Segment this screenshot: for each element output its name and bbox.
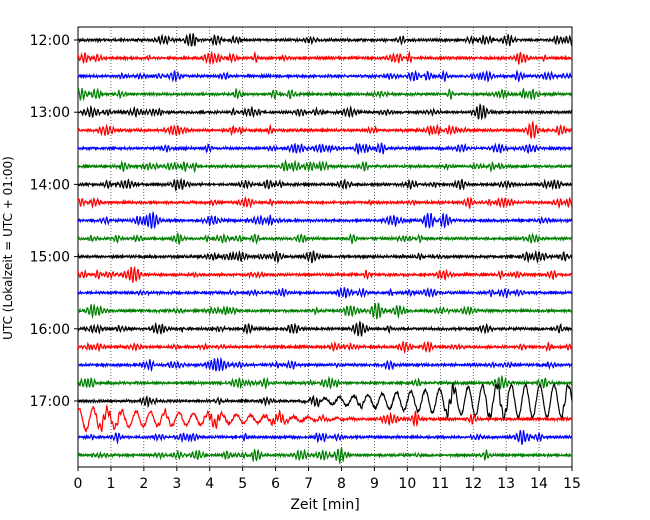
trace-1445	[77, 231, 573, 246]
trace-1515	[77, 265, 573, 283]
trace-1600	[77, 320, 573, 337]
trace-1700	[77, 382, 573, 422]
trace-1545	[77, 302, 573, 320]
trace-1530	[77, 286, 573, 299]
x-tick-label: 11	[431, 476, 449, 492]
plot-area	[77, 26, 573, 468]
x-tick-label: 10	[398, 476, 416, 492]
trace-1500	[77, 249, 573, 265]
x-tick-label: 0	[74, 476, 83, 492]
trace-1730	[77, 430, 573, 445]
trace-1745	[77, 447, 573, 465]
trace-1645	[77, 374, 573, 390]
x-tick-label: 9	[370, 476, 379, 492]
y-tick-label: 12:00	[30, 33, 70, 49]
trace-1230	[77, 69, 573, 83]
x-tick-label: 14	[530, 476, 548, 492]
x-tick-label: 13	[497, 476, 515, 492]
trace-1315	[77, 120, 573, 140]
y-axis-ticks: 12:00 13:00 14:00 15:00 16:00 17:00	[30, 33, 78, 410]
trace-1630	[77, 356, 573, 373]
trace-1300	[77, 102, 573, 121]
x-tick-label: 12	[464, 476, 482, 492]
x-tick-label: 1	[106, 476, 115, 492]
grid-lines	[110, 27, 540, 467]
trace-1200	[77, 32, 573, 47]
y-tick-label: 17:00	[30, 394, 70, 410]
x-tick-label: 6	[271, 476, 280, 492]
trace-1400	[77, 177, 573, 193]
x-tick-label: 4	[205, 476, 214, 492]
x-tick-label: 5	[238, 476, 247, 492]
y-tick-label: 16:00	[30, 322, 70, 338]
seismic-traces	[77, 32, 573, 465]
x-tick-label: 15	[563, 476, 581, 492]
y-tick-label: 15:00	[30, 250, 70, 266]
plot-border	[77, 26, 573, 468]
x-axis-label: Zeit [min]	[290, 497, 359, 513]
x-tick-label: 2	[139, 476, 148, 492]
y-tick-label: 13:00	[30, 105, 70, 121]
y-axis-label: UTC (Lokalzeit = UTC + 01:00)	[1, 156, 15, 340]
trace-1415	[77, 195, 573, 210]
trace-1615	[77, 340, 573, 355]
x-axis-ticks: 0 1 2 3 4 5 6 7 8 9 10 11 12 13 14 15	[74, 467, 581, 492]
x-tick-label: 8	[337, 476, 346, 492]
trace-1715	[77, 403, 573, 434]
y-tick-label: 14:00	[30, 177, 70, 193]
x-tick-label: 3	[172, 476, 181, 492]
trace-1345	[77, 158, 573, 174]
trace-1430	[77, 210, 573, 230]
x-tick-label: 7	[304, 476, 313, 492]
trace-1330	[77, 142, 573, 155]
trace-1245	[77, 87, 573, 102]
trace-1215	[77, 50, 573, 66]
